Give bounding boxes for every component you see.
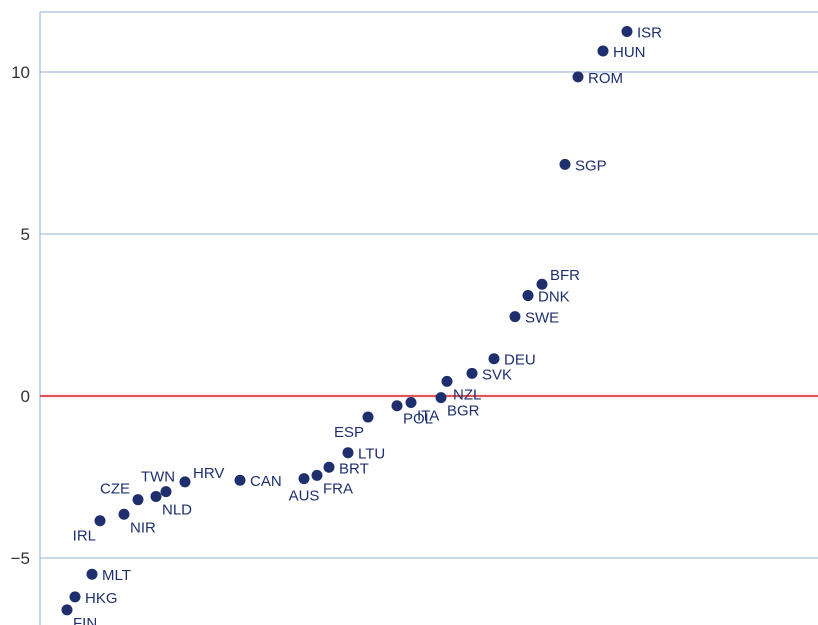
point-brt: [323, 461, 335, 473]
point-label-rom: ROM: [588, 70, 623, 87]
point-bfr: [536, 278, 548, 290]
ytick-label-3: 10: [11, 63, 30, 82]
point-label-esp: ESP: [334, 424, 364, 441]
point-fra: [311, 469, 323, 481]
point-twn: [160, 486, 172, 498]
point-label-irl: IRL: [73, 528, 96, 545]
point-rom: [572, 71, 584, 83]
gridlines: [40, 11, 818, 559]
point-ltu: [342, 447, 354, 459]
point-hkg: [69, 591, 81, 603]
point-deu: [488, 353, 500, 365]
ytick-label-2: 5: [21, 225, 30, 244]
point-label-fra: FRA: [323, 480, 353, 497]
point-label-mlt: MLT: [102, 567, 131, 584]
point-label-can: CAN: [250, 473, 282, 490]
point-label-sgp: SGP: [575, 157, 607, 174]
point-label-ita: ITA: [417, 407, 439, 424]
point-label-isr: ISR: [637, 25, 662, 42]
ytick-label-0: −5: [11, 549, 30, 568]
point-sgp: [559, 158, 571, 170]
point-mlt: [86, 568, 98, 580]
point-can: [234, 474, 246, 486]
point-label-bfr: BFR: [550, 267, 580, 284]
data-points: [61, 26, 633, 616]
point-label-svk: SVK: [482, 366, 512, 383]
point-label-twn: TWN: [141, 469, 175, 486]
point-label-cze: CZE: [100, 481, 130, 498]
point-labels: FIN HKG MLT IRL NIR CZE NLD TWN HRV CAN AUS FRA BRTL…: [73, 25, 663, 625]
point-label-nzl: NZL: [453, 386, 481, 403]
point-label-hun: HUN: [613, 44, 646, 61]
point-label-dnk: DNK: [538, 289, 570, 306]
point-label-deu: DEU: [504, 352, 536, 369]
point-label-fin: FIN: [73, 615, 97, 625]
point-label-nld: NLD: [162, 501, 192, 518]
point-svk: [466, 367, 478, 379]
point-label-aus: AUS: [289, 488, 320, 505]
point-label-brt: BRT: [339, 460, 369, 477]
point-aus: [298, 473, 310, 485]
point-cze: [132, 494, 144, 506]
point-pol: [391, 400, 403, 412]
point-dnk: [522, 290, 534, 302]
point-esp: [362, 411, 374, 423]
point-irl: [94, 515, 106, 527]
point-swe: [509, 311, 521, 323]
point-label-ltu: LTU: [358, 446, 385, 463]
point-label-hkg: HKG: [85, 590, 118, 607]
point-nzl: [441, 375, 453, 387]
point-nir: [118, 508, 130, 520]
y-tick-labels: −5 0 5 10: [11, 63, 30, 568]
point-label-pol: POL: [403, 411, 433, 428]
point-isr: [621, 26, 633, 37]
point-nld: [150, 490, 162, 502]
point-label-swe: SWE: [525, 310, 559, 327]
point-ita: [405, 396, 417, 408]
ytick-label-1: 0: [21, 387, 30, 406]
point-label-nir: NIR: [130, 519, 156, 536]
point-label-hrv: HRV: [193, 465, 224, 482]
point-fin: [61, 604, 73, 616]
point-label-bgr: BGR: [447, 403, 480, 420]
point-hun: [597, 45, 609, 57]
point-bgr: [435, 392, 447, 404]
point-hrv: [179, 476, 191, 488]
